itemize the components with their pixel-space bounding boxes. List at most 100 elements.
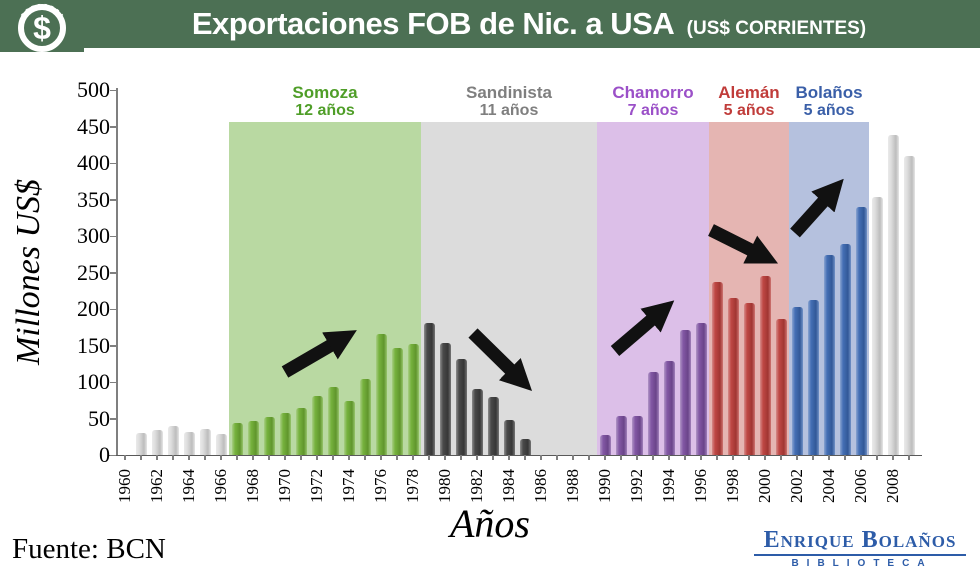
x-tick <box>604 455 606 460</box>
bar-1972 <box>311 395 323 455</box>
x-tick <box>892 455 894 460</box>
y-tick-label: 500 <box>77 77 110 102</box>
bar-2004 <box>823 254 835 455</box>
bar-1966 <box>215 433 227 455</box>
period-label-chamorro: Chamorro 7 años <box>612 83 694 119</box>
x-tick <box>412 455 414 460</box>
bar-1978 <box>407 344 419 455</box>
y-tick <box>110 89 116 91</box>
bar-2001 <box>775 319 787 455</box>
x-tick <box>428 455 430 460</box>
x-tick <box>668 455 670 460</box>
y-tick <box>110 126 116 128</box>
y-tick-label: 300 <box>77 223 110 248</box>
y-tick <box>110 162 116 164</box>
x-tick <box>700 455 702 460</box>
bar-1967 <box>231 422 243 455</box>
bar-2003 <box>807 300 819 455</box>
x-tick <box>140 455 142 460</box>
bar-1990 <box>599 434 611 455</box>
y-tick-label: 50 <box>88 405 110 431</box>
bar-1971 <box>295 408 307 455</box>
y-tick <box>110 454 116 456</box>
x-tick <box>684 455 686 460</box>
bar-1969 <box>263 417 275 455</box>
y-tick <box>110 418 116 420</box>
bar-1970 <box>279 412 291 455</box>
page-title: Exportaciones FOB de Nic. a USA (US$ COR… <box>84 0 974 48</box>
plot-area: Somoza 12 años Sandinista 11 años Chamorro 7 … <box>0 48 980 574</box>
x-tick <box>556 455 558 460</box>
x-tick <box>876 455 878 460</box>
bar-1974 <box>343 400 355 455</box>
y-axis-line <box>116 88 118 456</box>
x-tick <box>284 455 286 460</box>
bar-1999 <box>743 303 755 455</box>
bar-1962 <box>151 430 163 455</box>
bar-1961 <box>135 433 147 455</box>
x-tick <box>796 455 798 460</box>
period-band-somoza <box>229 122 421 455</box>
bar-2002 <box>791 306 803 455</box>
x-tick <box>380 455 382 460</box>
x-tick <box>812 455 814 460</box>
bar-1980 <box>439 343 451 455</box>
x-tick <box>764 455 766 460</box>
x-tick <box>348 455 350 460</box>
x-tick <box>636 455 638 460</box>
logo-subtitle: BIBLIOTECA <box>791 558 933 569</box>
bar-1985 <box>519 438 531 455</box>
x-tick <box>444 455 446 460</box>
x-tick <box>844 455 846 460</box>
x-tick <box>156 455 158 460</box>
period-label-somoza: Somoza 12 años <box>292 83 358 119</box>
bar-1981 <box>455 359 467 455</box>
x-tick <box>780 455 782 460</box>
bar-1968 <box>247 421 259 455</box>
period-label-bolaños: Bolaños 5 años <box>795 83 863 119</box>
bar-1995 <box>679 330 691 455</box>
bar-1984 <box>503 419 515 455</box>
y-tick-label: 200 <box>77 296 110 321</box>
x-tick <box>332 455 334 460</box>
bar-1993 <box>647 371 659 455</box>
y-tick <box>110 199 116 201</box>
y-tick-label: 450 <box>77 113 110 139</box>
bar-1979 <box>423 322 435 455</box>
bar-1991 <box>615 415 627 455</box>
x-tick <box>300 455 302 460</box>
x-tick <box>620 455 622 460</box>
x-tick <box>716 455 718 460</box>
x-tick <box>732 455 734 460</box>
x-tick <box>908 455 910 460</box>
bar-1998 <box>727 298 739 455</box>
bar-1996 <box>695 322 707 455</box>
x-tick <box>188 455 190 460</box>
x-tick <box>236 455 238 460</box>
x-tick <box>124 455 126 460</box>
y-tick-label: 250 <box>77 259 110 285</box>
dollar-coin-icon: $ <box>0 0 84 52</box>
x-tick <box>172 455 174 460</box>
x-tick <box>828 455 830 460</box>
bar-1963 <box>167 425 179 455</box>
svg-text:$: $ <box>33 10 51 46</box>
bar-2005 <box>839 244 851 455</box>
title-text: Exportaciones FOB de Nic. a USA <box>191 6 675 41</box>
bar-1976 <box>375 333 387 455</box>
x-tick <box>588 455 590 460</box>
y-tick-label: 150 <box>77 332 110 358</box>
source-note: Fuente: BCN <box>12 533 166 565</box>
x-tick <box>396 455 398 460</box>
x-tick <box>204 455 206 460</box>
bar-2009 <box>903 155 915 455</box>
y-tick <box>110 272 116 274</box>
x-tick <box>860 455 862 460</box>
y-tick <box>110 235 116 237</box>
bar-1992 <box>631 416 643 455</box>
bar-1975 <box>359 379 371 455</box>
x-tick <box>460 455 462 460</box>
period-label-sandinista: Sandinista 11 años <box>466 83 552 119</box>
library-logo: Enrique Bolaños BIBLIOTECA <box>754 527 966 569</box>
